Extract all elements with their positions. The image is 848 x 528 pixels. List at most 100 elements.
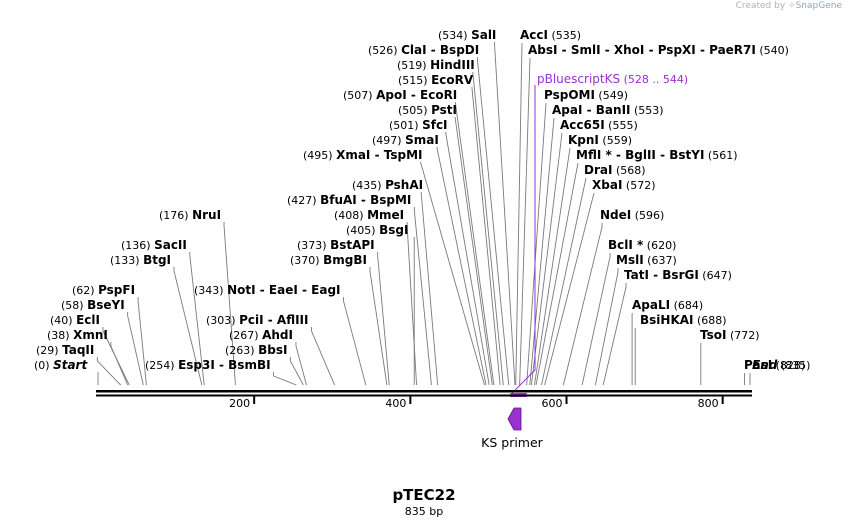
site-label-pspfi: (62) PspFI bbox=[72, 283, 135, 297]
site-label-bmgbi: (370) BmgBI bbox=[290, 253, 367, 267]
leader-line-acc65i bbox=[530, 132, 563, 386]
site-position-bcli: (620) bbox=[643, 239, 676, 252]
enzyme-name-bfuai: BfuAI bbox=[320, 193, 357, 207]
site-position-start: (0) bbox=[34, 359, 53, 372]
site-position-ecli: (40) bbox=[50, 314, 76, 327]
enzyme-name-xmai: XmaI bbox=[336, 148, 370, 162]
site-position-sacii: (136) bbox=[121, 239, 154, 252]
leader-line-drai bbox=[541, 177, 587, 386]
site-position-absi: (540) bbox=[756, 44, 789, 57]
leader-line-tati bbox=[602, 283, 627, 386]
ks-primer-arrow-icon[interactable] bbox=[507, 407, 522, 431]
snapgene-logo-icon: ✧ bbox=[788, 1, 796, 11]
enzyme-name-msli: MslI bbox=[616, 253, 644, 267]
enzyme-name-bbsi: BbsI bbox=[258, 343, 287, 357]
site-label-esp3i: (254) Esp3I - BsmBI bbox=[145, 358, 271, 372]
enzyme-name-tspmi: - TspMI bbox=[370, 148, 422, 162]
site-position-ecorv: (515) bbox=[398, 74, 431, 87]
enzyme-name-smli: - SmlI bbox=[557, 43, 600, 57]
tick-mark-400 bbox=[409, 395, 412, 404]
tick-mark-800 bbox=[721, 395, 724, 404]
enzyme-name-eagi: - EagI bbox=[298, 283, 341, 297]
enzyme-name-sacii: SacII bbox=[154, 238, 187, 252]
site-label-hindiii: (519) HindIII bbox=[397, 58, 475, 72]
site-position-pshai: (435) bbox=[352, 179, 385, 192]
site-position-bfuai: (427) bbox=[287, 194, 320, 207]
enzyme-name-bsgi: BsgI bbox=[379, 223, 408, 237]
enzyme-name-ecori: - EcoRI bbox=[407, 88, 458, 102]
leader-line-kpni bbox=[534, 147, 571, 386]
plasmid-name: pTEC22 bbox=[392, 486, 456, 504]
leader-line-bseyi bbox=[127, 312, 144, 386]
site-label-psti: (505) PstI bbox=[398, 103, 457, 117]
enzyme-name-psti: PstI bbox=[431, 103, 457, 117]
site-position-sali: (534) bbox=[438, 29, 471, 42]
leader-line-msli bbox=[594, 268, 619, 386]
tick-mark-600 bbox=[565, 395, 568, 404]
enzyme-name-mmei: MmeI bbox=[367, 208, 404, 222]
enzyme-name-absi: AbsI bbox=[528, 43, 557, 57]
enzyme-name-tsoi: TsoI bbox=[700, 328, 726, 342]
leader-line-hindiii bbox=[472, 71, 504, 386]
enzyme-name-bstyi: - BstYI bbox=[656, 148, 705, 162]
leader-line-taqii bbox=[96, 357, 121, 386]
site-position-pcii: (303) bbox=[206, 314, 239, 327]
site-label-noti: (343) NotI - EaeI - EagI bbox=[194, 283, 341, 297]
site-position-bbsi: (263) bbox=[225, 344, 258, 357]
enzyme-name-pspomi: PspOMI bbox=[544, 88, 595, 102]
site-position-bseyi: (58) bbox=[61, 299, 87, 312]
site-position-pspfi: (62) bbox=[72, 284, 98, 297]
tick-mark-200 bbox=[253, 395, 256, 404]
site-label-mfli: MflI * - BglII - BstYI (561) bbox=[576, 148, 737, 162]
site-position-nrui: (176) bbox=[159, 209, 192, 222]
site-label-tati: TatI - BsrGI (647) bbox=[624, 268, 732, 282]
site-position-apali: (684) bbox=[670, 299, 703, 312]
leader-line-psti bbox=[454, 116, 493, 386]
leader-line-btgi bbox=[173, 267, 203, 386]
site-label-btgi: (133) BtgI bbox=[110, 253, 171, 267]
site-position-bsgi: (405) bbox=[346, 224, 379, 237]
leader-line-ndei bbox=[562, 223, 603, 386]
leader-line-sali bbox=[493, 41, 516, 386]
enzyme-name-noti: NotI bbox=[227, 283, 256, 297]
leader-line-apoi bbox=[454, 101, 495, 386]
site-position-xmai: (495) bbox=[303, 149, 336, 162]
site-position-pasi: (828) bbox=[772, 359, 805, 372]
enzyme-name-clai: ClaI bbox=[401, 43, 426, 57]
tick-label-200: 200 bbox=[229, 397, 250, 410]
site-label-ahdi: (267) AhdI bbox=[229, 328, 293, 342]
tick-label-800: 800 bbox=[698, 397, 719, 410]
enzyme-name-banii: - BanII bbox=[582, 103, 630, 117]
site-labels: (0) Start(29) TaqII(38) XmnI(40) EclI(58… bbox=[34, 28, 810, 372]
site-position-btgi: (133) bbox=[110, 254, 143, 267]
primer-group: KS primer bbox=[481, 407, 544, 450]
leader-line-xmni bbox=[110, 342, 129, 386]
site-label-sacii: (136) SacII bbox=[121, 238, 187, 252]
leader-line-bfuai bbox=[413, 207, 432, 386]
feature-label: pBluescriptKS (528 .. 544) bbox=[537, 72, 688, 86]
leader-line-mfli bbox=[535, 162, 579, 386]
leader-line-ecli bbox=[102, 327, 130, 386]
site-label-start: (0) Start bbox=[34, 358, 88, 372]
watermark-brand: SnapGene bbox=[795, 1, 842, 11]
enzyme-name-bsrgi: - BsrGI bbox=[649, 268, 699, 282]
site-label-bcli: BclI * (620) bbox=[608, 238, 676, 252]
site-label-pcii: (303) PciI - AflIII bbox=[206, 313, 309, 327]
enzyme-name-bsmbi: - BsmBI bbox=[215, 358, 271, 372]
site-position-hindiii: (519) bbox=[397, 59, 430, 72]
enzyme-name-tati: TatI bbox=[624, 268, 649, 282]
site-position-noti: (343) bbox=[194, 284, 227, 297]
site-label-apoi: (507) ApoI - EcoRI bbox=[343, 88, 457, 102]
enzyme-name-kpni: KpnI bbox=[568, 133, 599, 147]
enzyme-name-bseyi: BseYI bbox=[87, 298, 125, 312]
site-label-xbai: XbaI (572) bbox=[592, 178, 655, 192]
site-label-apai: ApaI - BanII (553) bbox=[552, 103, 664, 117]
top-strand bbox=[96, 390, 752, 393]
site-label-acc65i: Acc65I (555) bbox=[560, 118, 638, 132]
enzyme-name-taqii: TaqII bbox=[62, 343, 94, 357]
site-label-pasi: PasI (828) bbox=[744, 358, 805, 372]
site-position-esp3i: (254) bbox=[145, 359, 178, 372]
leader-line-bstapi bbox=[377, 252, 390, 386]
enzyme-name-ndei: NdeI bbox=[600, 208, 631, 222]
